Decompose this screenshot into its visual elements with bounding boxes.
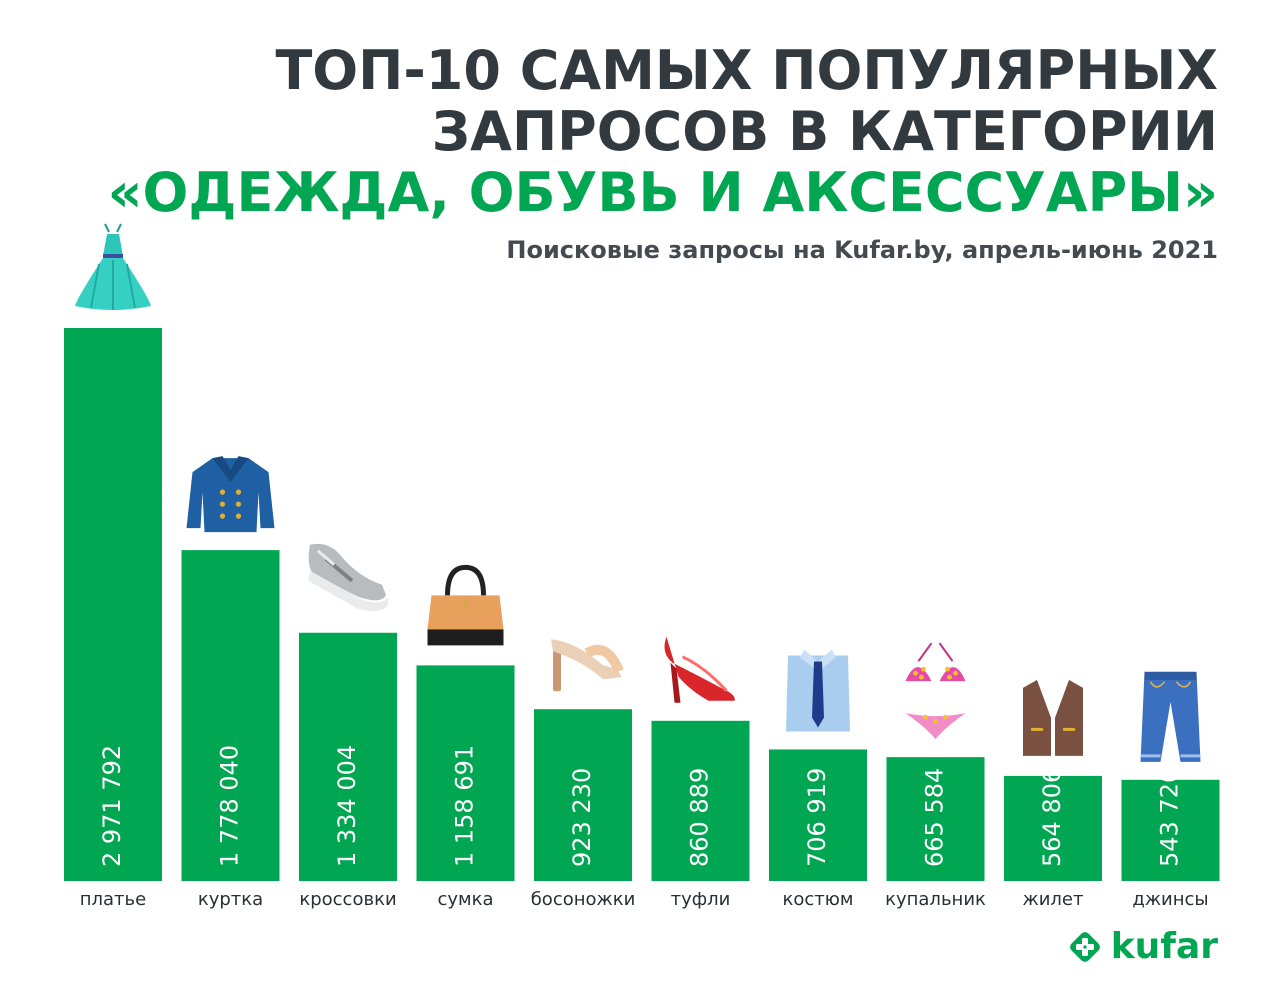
title-line-3: «ОДЕЖДА, ОБУВЬ И АКСЕССУАРЫ»	[107, 161, 1218, 224]
category-label: кроссовки	[299, 889, 396, 910]
sandal-icon	[551, 639, 624, 692]
chart-subtitle: Поисковые запросы на Kufar.by, апрель-ию…	[506, 236, 1218, 264]
bar-2	[299, 632, 397, 881]
category-label: купальник	[885, 889, 986, 910]
handbag-icon	[427, 564, 504, 646]
bar-6	[769, 749, 867, 881]
category-label: джинсы	[1132, 889, 1208, 910]
title-line-2: ЗАПРОСОВ В КАТЕГОРИИ	[431, 100, 1218, 163]
kufar-logo-icon	[1069, 931, 1100, 962]
category-label: костюм	[783, 889, 854, 910]
bar-value-label: 1 778 040	[216, 745, 244, 867]
bar-7	[886, 757, 985, 881]
category-label: босоножки	[531, 889, 636, 910]
high-heel-icon	[664, 636, 735, 703]
category-label: куртка	[198, 889, 263, 910]
bar-value-label: 923 230	[568, 768, 596, 867]
kufar-logo-text: kufar	[1110, 926, 1218, 967]
category-label: платье	[80, 889, 146, 910]
bar-1	[181, 550, 280, 881]
bar-9	[1121, 779, 1220, 881]
kufar-logo: kufar	[1067, 926, 1218, 967]
coat-icon	[186, 456, 275, 533]
bar-value-label: 706 919	[803, 768, 831, 867]
category-label: сумка	[437, 889, 493, 910]
bar-value-label: 665 584	[921, 768, 949, 867]
bar-value-label: 1 334 004	[333, 745, 361, 867]
dress-icon	[75, 223, 151, 310]
chart-title: ТОП-10 САМЫХ ПОПУЛЯРНЫХ ЗАПРОСОВ В КАТЕГ…	[108, 40, 1218, 223]
bar-5	[651, 720, 750, 881]
bikini-icon	[905, 642, 966, 740]
category-label: туфли	[671, 889, 731, 910]
category-label: жилет	[1023, 889, 1084, 910]
bar-value-label: 2 971 792	[98, 745, 126, 867]
vest-icon	[1023, 679, 1083, 756]
shirt-tie-icon	[786, 649, 850, 732]
bar-8	[1004, 775, 1102, 881]
bar-value-label: 1 158 691	[451, 745, 479, 867]
bar-0	[64, 328, 162, 881]
title-line-1: ТОП-10 САМЫХ ПОПУЛЯРНЫХ	[275, 39, 1218, 102]
bar-3	[416, 665, 515, 881]
bar-4	[534, 709, 632, 881]
sneaker-icon	[308, 543, 388, 612]
jeans-icon	[1140, 671, 1201, 762]
bar-value-label: 543 720	[1156, 768, 1184, 867]
bar-value-label: 564 806	[1038, 768, 1066, 867]
bar-value-label: 860 889	[686, 768, 714, 867]
